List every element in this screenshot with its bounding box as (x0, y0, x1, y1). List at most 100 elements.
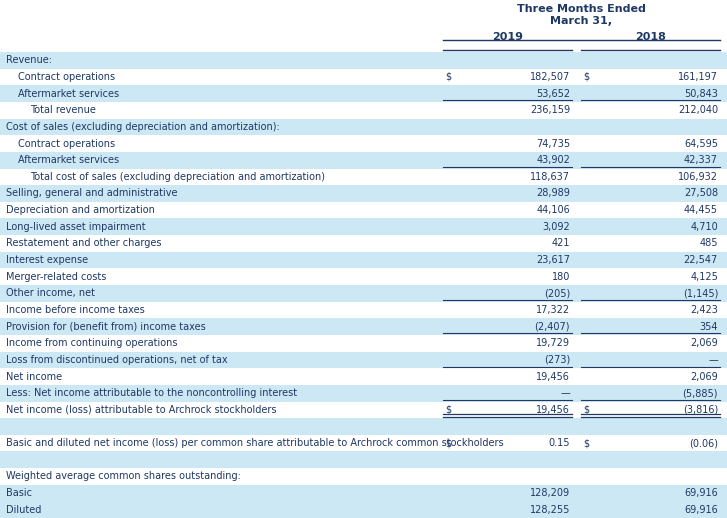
Text: Selling, general and administrative: Selling, general and administrative (6, 189, 177, 198)
FancyBboxPatch shape (0, 352, 727, 368)
Text: 161,197: 161,197 (678, 72, 718, 82)
Text: 69,916: 69,916 (684, 505, 718, 515)
Text: 2,069: 2,069 (690, 338, 718, 348)
Text: Provision for (benefit from) income taxes: Provision for (benefit from) income taxe… (6, 322, 206, 332)
Text: Diluted: Diluted (6, 505, 41, 515)
Text: Basic: Basic (6, 488, 32, 498)
FancyBboxPatch shape (0, 268, 727, 285)
Text: 128,255: 128,255 (530, 505, 570, 515)
FancyBboxPatch shape (0, 202, 727, 219)
Text: 53,652: 53,652 (536, 89, 570, 98)
Text: 2018: 2018 (635, 32, 666, 42)
FancyBboxPatch shape (0, 152, 727, 168)
Text: 19,729: 19,729 (536, 338, 570, 348)
Text: 485: 485 (699, 238, 718, 249)
Text: 44,455: 44,455 (684, 205, 718, 215)
Text: Income before income taxes: Income before income taxes (6, 305, 145, 315)
FancyBboxPatch shape (0, 252, 727, 268)
Text: Net income: Net income (6, 371, 62, 382)
Text: 4,710: 4,710 (690, 222, 718, 232)
Text: 19,456: 19,456 (536, 371, 570, 382)
FancyBboxPatch shape (0, 69, 727, 85)
Text: Contract operations: Contract operations (18, 72, 115, 82)
Text: Merger-related costs: Merger-related costs (6, 271, 106, 282)
Text: 19,456: 19,456 (536, 405, 570, 415)
FancyBboxPatch shape (0, 285, 727, 301)
Text: (5,885): (5,885) (683, 388, 718, 398)
Text: March 31,: March 31, (550, 16, 613, 26)
FancyBboxPatch shape (0, 135, 727, 152)
Text: Total revenue: Total revenue (30, 105, 96, 115)
FancyBboxPatch shape (0, 451, 727, 468)
Text: Revenue:: Revenue: (6, 55, 52, 65)
Text: Aftermarket services: Aftermarket services (18, 155, 119, 165)
FancyBboxPatch shape (0, 85, 727, 102)
Text: Three Months Ended: Three Months Ended (517, 4, 646, 14)
Text: 64,595: 64,595 (684, 138, 718, 149)
Text: $: $ (583, 405, 589, 415)
FancyBboxPatch shape (0, 219, 727, 235)
FancyBboxPatch shape (0, 0, 727, 52)
Text: 28,989: 28,989 (536, 189, 570, 198)
FancyBboxPatch shape (0, 435, 727, 451)
FancyBboxPatch shape (0, 485, 727, 501)
Text: 69,916: 69,916 (684, 488, 718, 498)
FancyBboxPatch shape (0, 301, 727, 318)
Text: Restatement and other charges: Restatement and other charges (6, 238, 161, 249)
FancyBboxPatch shape (0, 318, 727, 335)
Text: 17,322: 17,322 (536, 305, 570, 315)
Text: Depreciation and amortization: Depreciation and amortization (6, 205, 155, 215)
FancyBboxPatch shape (0, 168, 727, 185)
FancyBboxPatch shape (0, 401, 727, 418)
FancyBboxPatch shape (0, 368, 727, 385)
FancyBboxPatch shape (0, 102, 727, 119)
Text: 74,735: 74,735 (536, 138, 570, 149)
FancyBboxPatch shape (0, 52, 727, 69)
Text: (2,407): (2,407) (534, 322, 570, 332)
FancyBboxPatch shape (0, 335, 727, 352)
Text: 2019: 2019 (492, 32, 523, 42)
Text: —: — (561, 388, 570, 398)
Text: Long-lived asset impairment: Long-lived asset impairment (6, 222, 145, 232)
Text: $: $ (445, 405, 451, 415)
Text: Income from continuing operations: Income from continuing operations (6, 338, 177, 348)
FancyBboxPatch shape (0, 119, 727, 135)
Text: 3,092: 3,092 (542, 222, 570, 232)
Text: —: — (708, 355, 718, 365)
Text: $: $ (445, 438, 451, 448)
Text: Aftermarket services: Aftermarket services (18, 89, 119, 98)
Text: Interest expense: Interest expense (6, 255, 88, 265)
Text: 421: 421 (552, 238, 570, 249)
FancyBboxPatch shape (0, 385, 727, 401)
Text: 128,209: 128,209 (530, 488, 570, 498)
Text: 2,069: 2,069 (690, 371, 718, 382)
Text: Weighted average common shares outstanding:: Weighted average common shares outstandi… (6, 471, 241, 481)
Text: 23,617: 23,617 (536, 255, 570, 265)
Text: 4,125: 4,125 (690, 271, 718, 282)
FancyBboxPatch shape (0, 235, 727, 252)
FancyBboxPatch shape (0, 501, 727, 518)
Text: Contract operations: Contract operations (18, 138, 115, 149)
Text: 106,932: 106,932 (678, 172, 718, 182)
Text: 22,547: 22,547 (684, 255, 718, 265)
FancyBboxPatch shape (0, 418, 727, 435)
Text: 44,106: 44,106 (537, 205, 570, 215)
Text: (0.06): (0.06) (689, 438, 718, 448)
Text: Other income, net: Other income, net (6, 289, 95, 298)
Text: 2,423: 2,423 (690, 305, 718, 315)
Text: 27,508: 27,508 (684, 189, 718, 198)
Text: Less: Net income attributable to the noncontrolling interest: Less: Net income attributable to the non… (6, 388, 297, 398)
Text: $: $ (583, 438, 589, 448)
Text: 354: 354 (699, 322, 718, 332)
Text: Total cost of sales (excluding depreciation and amortization): Total cost of sales (excluding depreciat… (30, 172, 325, 182)
Text: $: $ (583, 72, 589, 82)
Text: 212,040: 212,040 (678, 105, 718, 115)
Text: (273): (273) (544, 355, 570, 365)
Text: 43,902: 43,902 (536, 155, 570, 165)
Text: 182,507: 182,507 (530, 72, 570, 82)
FancyBboxPatch shape (0, 468, 727, 485)
FancyBboxPatch shape (0, 185, 727, 202)
Text: 0.15: 0.15 (548, 438, 570, 448)
Text: (3,816): (3,816) (683, 405, 718, 415)
Text: 180: 180 (552, 271, 570, 282)
